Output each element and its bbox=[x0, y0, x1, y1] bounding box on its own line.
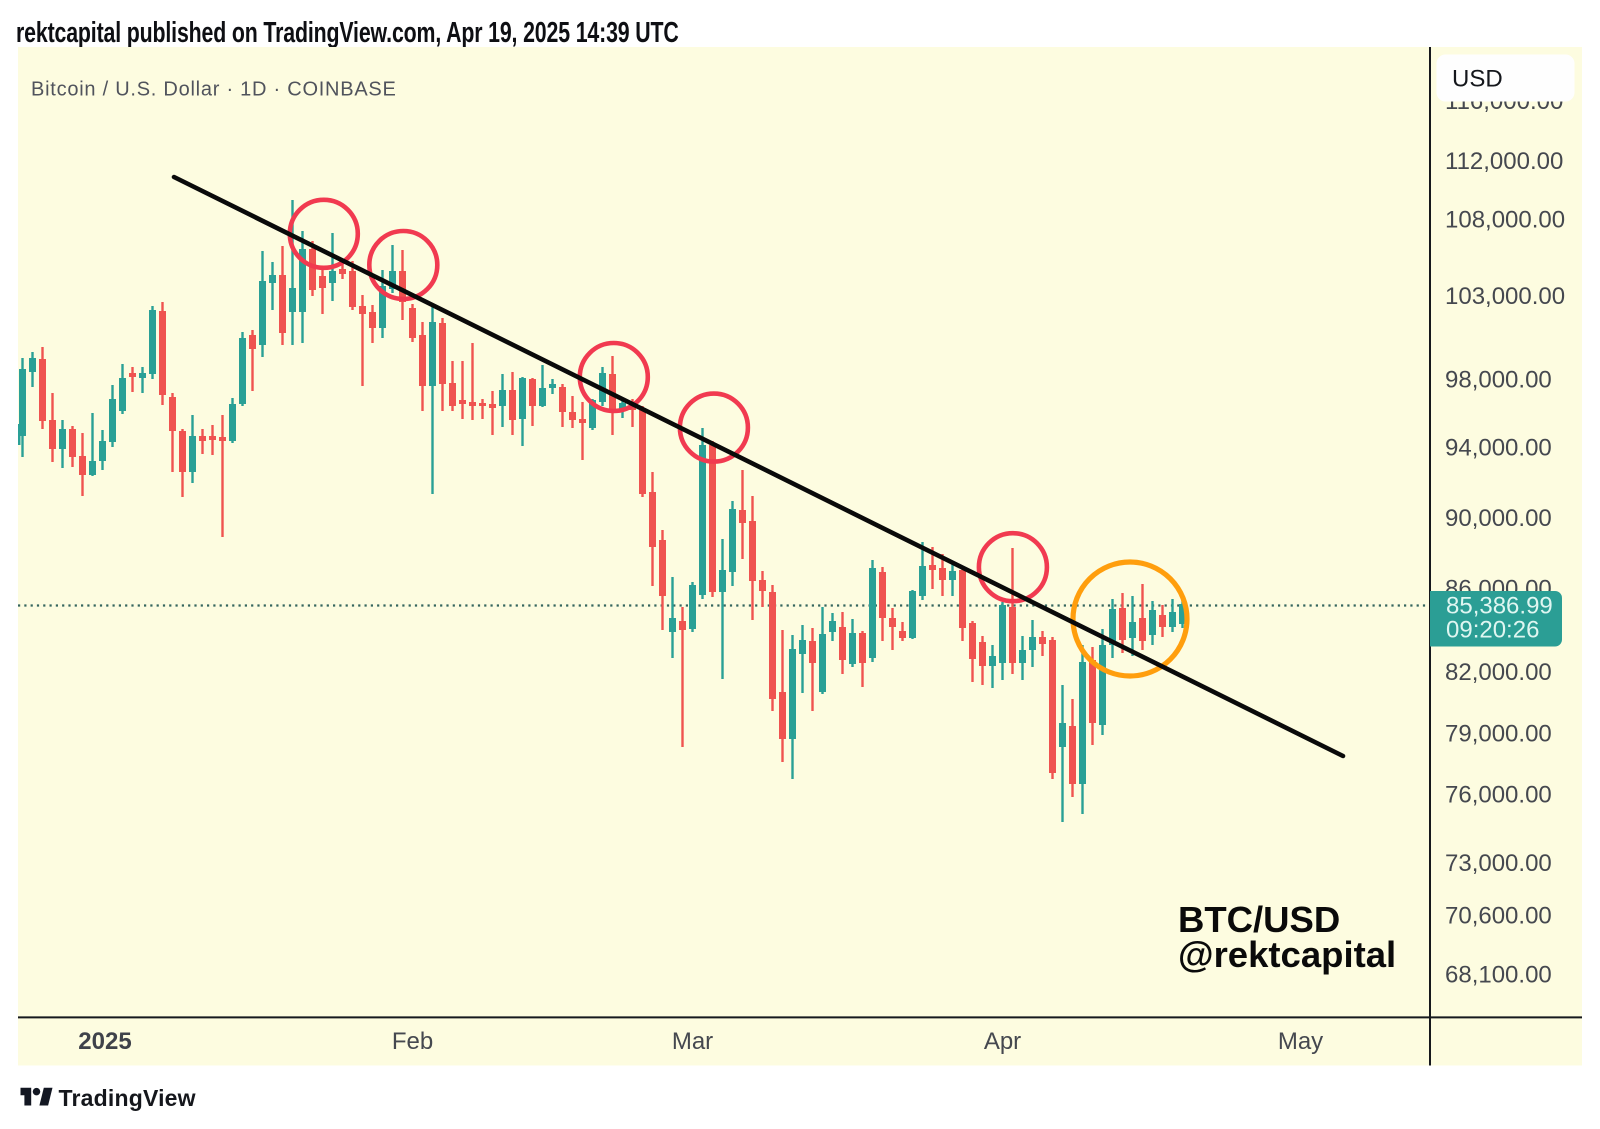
svg-text:103,000.00: 103,000.00 bbox=[1445, 283, 1565, 310]
svg-text:70,600.00: 70,600.00 bbox=[1445, 903, 1552, 930]
svg-text:BTC/USD: BTC/USD bbox=[1178, 899, 1340, 940]
svg-text:79,000.00: 79,000.00 bbox=[1445, 721, 1552, 748]
svg-text:USD: USD bbox=[1452, 66, 1503, 93]
svg-text:85,386.99: 85,386.99 bbox=[1446, 593, 1553, 620]
svg-text:82,000.00: 82,000.00 bbox=[1445, 659, 1552, 686]
svg-text:68,100.00: 68,100.00 bbox=[1445, 962, 1552, 989]
svg-text:Apr: Apr bbox=[984, 1028, 1021, 1055]
svg-text:May: May bbox=[1278, 1028, 1323, 1055]
svg-text:90,000.00: 90,000.00 bbox=[1445, 505, 1552, 532]
svg-text:73,000.00: 73,000.00 bbox=[1445, 850, 1552, 877]
svg-text:Bitcoin / U.S. Dollar · 1D · C: Bitcoin / U.S. Dollar · 1D · COINBASE bbox=[31, 79, 397, 101]
svg-text:Feb: Feb bbox=[392, 1028, 433, 1055]
svg-text:@rektcapital: @rektcapital bbox=[1178, 934, 1396, 975]
svg-text:76,000.00: 76,000.00 bbox=[1445, 782, 1552, 809]
svg-text:98,000.00: 98,000.00 bbox=[1445, 366, 1552, 393]
svg-text:108,000.00: 108,000.00 bbox=[1445, 207, 1565, 234]
svg-text:09:20:26: 09:20:26 bbox=[1446, 617, 1539, 644]
svg-text:2025: 2025 bbox=[78, 1028, 131, 1055]
svg-text:Mar: Mar bbox=[672, 1028, 713, 1055]
svg-text:112,000.00: 112,000.00 bbox=[1445, 148, 1563, 175]
svg-text:94,000.00: 94,000.00 bbox=[1445, 435, 1552, 462]
